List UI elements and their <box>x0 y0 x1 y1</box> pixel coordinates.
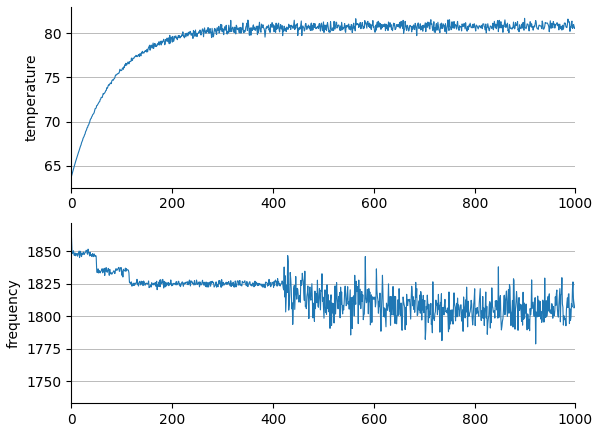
Y-axis label: frequency: frequency <box>7 278 21 348</box>
Y-axis label: temperature: temperature <box>25 53 38 141</box>
